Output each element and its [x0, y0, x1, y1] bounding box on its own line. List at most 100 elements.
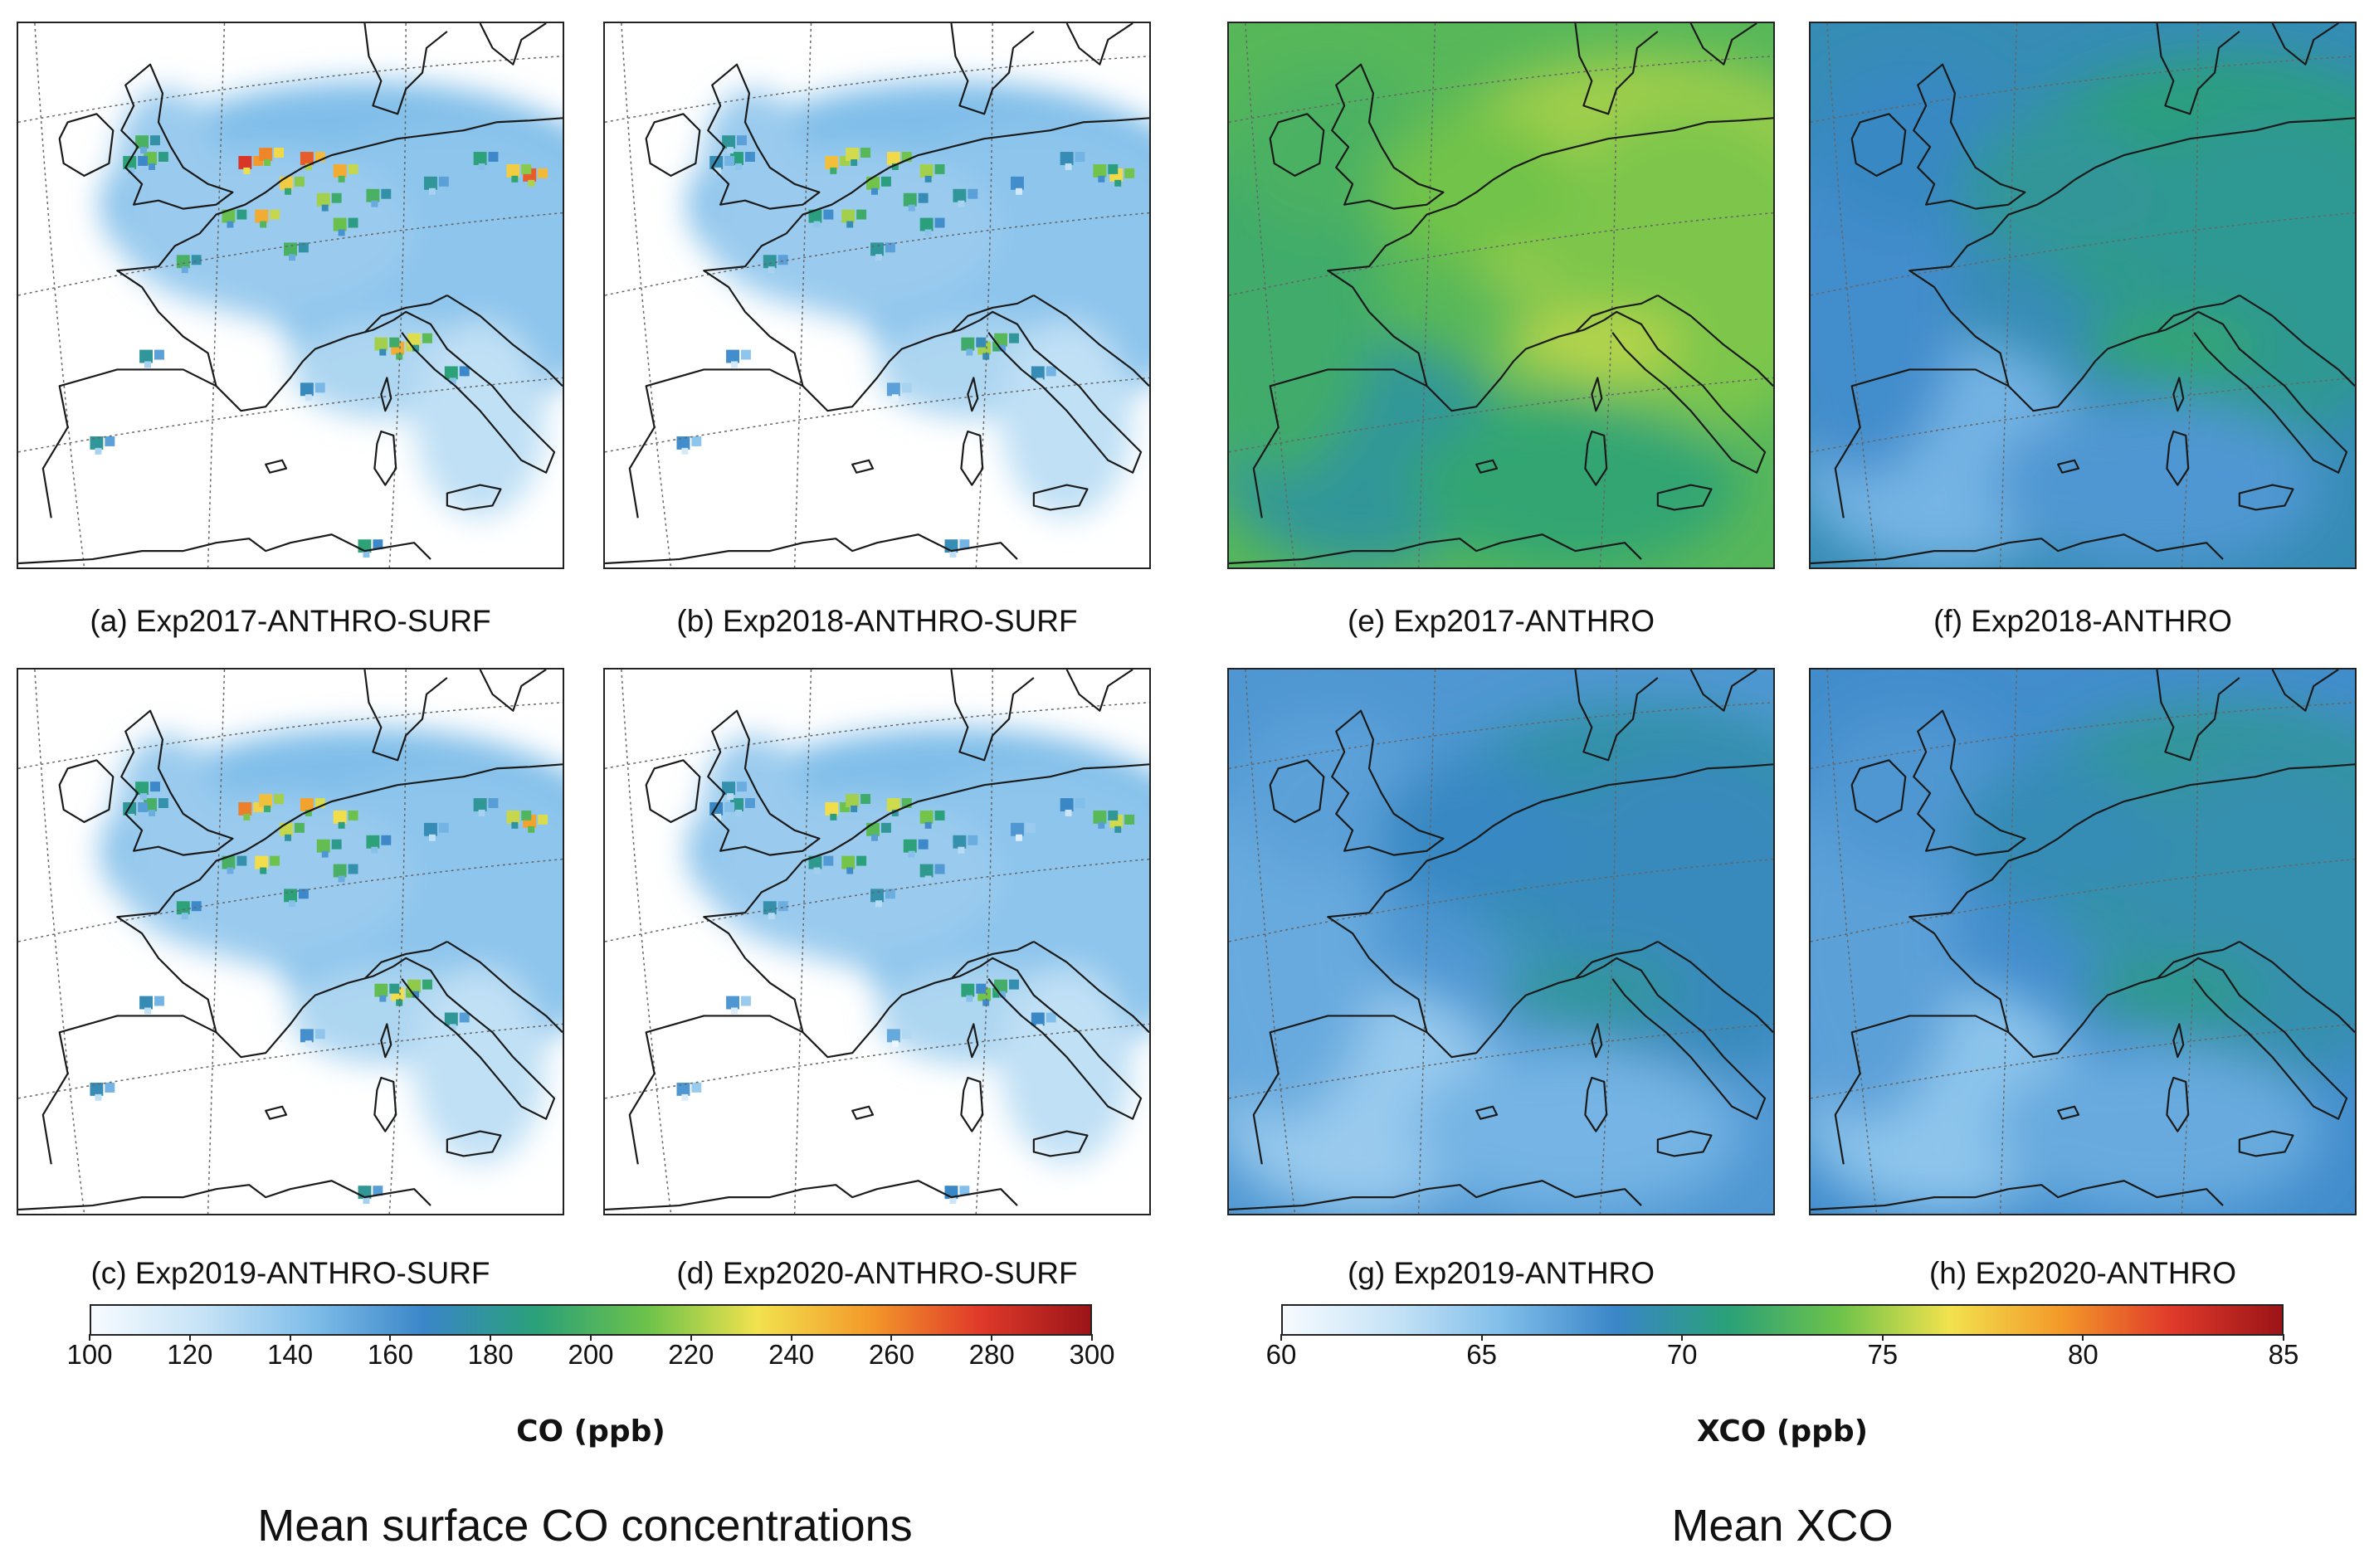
emission-hotspot — [191, 255, 202, 265]
emission-hotspot — [1046, 366, 1056, 377]
coastline — [2094, 763, 2355, 815]
emission-hotspot — [919, 217, 934, 231]
emission-hotspot — [1093, 810, 1107, 824]
emission-hotspot — [691, 436, 702, 446]
coastline — [446, 941, 563, 1034]
emission-hotspot — [886, 382, 900, 397]
emission-hotspot — [778, 255, 788, 265]
emission-hotspot — [144, 1007, 152, 1015]
emission-hotspot — [735, 809, 742, 816]
emission-hotspot — [856, 855, 867, 866]
emission-hotspot — [966, 348, 973, 356]
emission-hotspot — [506, 163, 520, 178]
emission-hotspot — [305, 163, 312, 170]
emission-hotspot — [105, 1082, 115, 1093]
colorbar-tickmark — [490, 1334, 492, 1341]
emission-hotspot — [959, 539, 970, 550]
emission-hotspot — [934, 810, 945, 821]
graticule-line — [34, 670, 85, 1214]
coastline — [479, 23, 547, 66]
co-colorbar-label: CO (ppb) — [516, 1415, 665, 1449]
emission-hotspot — [374, 983, 388, 997]
emission-hotspot — [521, 810, 532, 821]
emission-hotspot — [473, 152, 487, 165]
emission-hotspot — [934, 217, 945, 228]
emission-hotspot — [528, 179, 535, 187]
section-title-surface-co: Mean surface CO concentrations — [257, 1501, 913, 1551]
coastline — [2239, 295, 2355, 387]
colorbar-tick-label: 240 — [768, 1339, 815, 1370]
coastline — [1584, 430, 1608, 486]
emission-hotspot — [1075, 152, 1085, 162]
coastline — [1603, 310, 1767, 474]
coastline — [120, 709, 234, 856]
emission-hotspot — [348, 217, 358, 228]
emission-hotspot — [90, 1082, 104, 1096]
colorbar-tickmark — [590, 1334, 592, 1341]
emission-hotspot — [871, 834, 878, 841]
coastline — [1656, 484, 1713, 511]
colorbar-tickmark — [1881, 1334, 1884, 1341]
emission-hotspot — [389, 337, 400, 348]
emission-hotspot — [348, 163, 358, 174]
emission-hotspot — [314, 152, 325, 162]
graticule-line — [975, 23, 993, 567]
emission-hotspot — [366, 835, 380, 849]
coastline — [1908, 167, 2096, 387]
graticule-line — [1999, 670, 2018, 1214]
emission-hotspot — [1025, 822, 1036, 833]
coastline — [1584, 1076, 1608, 1132]
emission-hotspot — [976, 983, 987, 994]
emission-hotspot — [140, 147, 148, 154]
coastline — [1689, 23, 1757, 66]
coastline — [363, 23, 448, 115]
coastline — [1834, 965, 2186, 1165]
emission-hotspot — [274, 148, 285, 158]
emission-hotspot — [176, 901, 190, 915]
coastline — [1850, 113, 1907, 177]
colorbar-tickmark — [1091, 1334, 1093, 1341]
emission-hotspot — [348, 810, 358, 821]
emission-hotspot — [1060, 798, 1074, 811]
emission-hotspot — [128, 813, 135, 821]
emission-hotspot — [135, 135, 149, 149]
graticule-line — [1999, 23, 2018, 567]
colorbar-tick-label: 220 — [668, 1339, 714, 1370]
emission-hotspot — [371, 200, 378, 207]
map-a-svg — [18, 23, 563, 567]
emission-hotspot — [768, 913, 775, 920]
emission-hotspot — [856, 209, 867, 220]
coastline — [1327, 813, 1514, 1033]
emission-hotspot — [860, 794, 871, 805]
emission-hotspot — [830, 167, 837, 174]
emission-hotspot — [406, 987, 417, 998]
colorbar-tick-label: 85 — [2268, 1339, 2299, 1370]
emission-hotspot — [473, 798, 487, 811]
graticule-line — [207, 23, 226, 567]
map-d-svg — [605, 670, 1149, 1214]
colorbar-tickmark — [289, 1334, 291, 1341]
emission-hotspot — [255, 855, 269, 869]
emission-hotspot — [999, 344, 1007, 352]
emission-hotspot — [860, 148, 871, 158]
coastline — [1689, 670, 1757, 712]
emission-hotspot — [982, 353, 990, 360]
graticule-line — [1245, 670, 1296, 1214]
emission-hotspot — [953, 188, 967, 202]
graticule-line — [207, 670, 226, 1214]
emission-hotspot — [305, 394, 312, 402]
emission-hotspot — [316, 839, 330, 853]
emission-hotspot — [875, 254, 882, 261]
coastline — [2185, 310, 2348, 474]
coastline — [58, 113, 115, 177]
emission-hotspot — [260, 221, 267, 228]
coastline — [1913, 709, 2026, 856]
colorbar-tickmark — [89, 1334, 90, 1341]
coastline — [703, 813, 890, 1033]
emission-hotspot — [1015, 187, 1022, 195]
emission-hotspot — [901, 798, 912, 808]
emission-hotspot — [891, 809, 899, 816]
emission-hotspot — [737, 135, 747, 146]
coastline — [2156, 941, 2240, 980]
caption-g: (g) Exp2019-ANTHRO — [1347, 1256, 1655, 1290]
